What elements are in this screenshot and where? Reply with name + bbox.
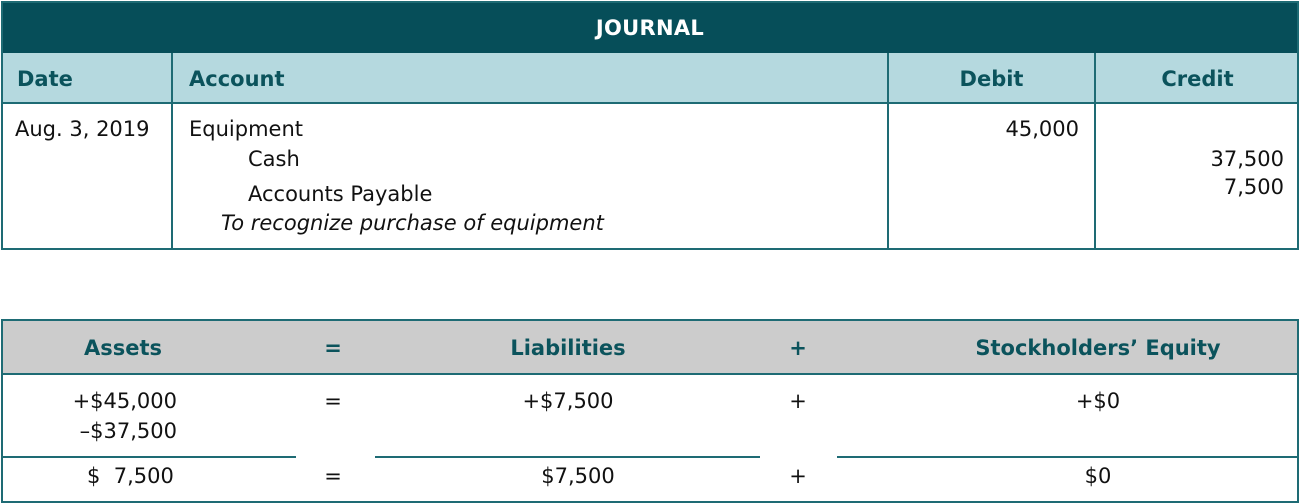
plus-sign: + <box>789 464 807 488</box>
equation-header-row <box>3 321 1297 375</box>
header-equity: Stockholders’ Equity <box>975 336 1221 360</box>
assets-total: $ 7,500 <box>87 464 174 488</box>
assets-increase: +$45,000 <box>72 389 177 413</box>
liabilities-change: +$7,500 <box>522 389 614 413</box>
assets-total-rule <box>3 456 296 458</box>
plus-sign: + <box>789 389 807 413</box>
equity-total-rule <box>837 456 1297 458</box>
liabilities-total-rule <box>375 456 760 458</box>
equity-change: +$0 <box>1075 389 1121 413</box>
journal-header-row <box>3 53 1297 104</box>
accounting-equation-table: Assets = Liabilities + Stockholders’ Equ… <box>1 319 1299 503</box>
column-header-date: Date <box>17 66 73 91</box>
credit-amount: 37,500 <box>1210 147 1284 171</box>
equity-total: $0 <box>1084 464 1112 488</box>
entry-memo: To recognize purchase of equipment <box>221 211 604 235</box>
entry-date: Aug. 3, 2019 <box>15 117 150 141</box>
column-divider <box>171 53 173 248</box>
header-equals: = <box>324 336 342 360</box>
header-plus: + <box>789 336 807 360</box>
column-header-account: Account <box>189 66 285 91</box>
journal-title: JOURNAL <box>3 3 1297 53</box>
column-header-debit: Debit <box>959 66 1024 91</box>
account-debit-line: Equipment <box>189 117 303 141</box>
debit-amount: 45,000 <box>1005 117 1079 141</box>
column-header-credit: Credit <box>1161 66 1234 91</box>
assets-decrease: –$37,500 <box>79 419 177 443</box>
journal-table: JOURNAL Date Account Debit Credit Aug. 3… <box>1 1 1299 250</box>
liabilities-total: $7,500 <box>541 464 615 488</box>
column-divider <box>887 53 889 248</box>
credit-amount: 7,500 <box>1223 175 1284 199</box>
header-liabilities: Liabilities <box>510 336 626 360</box>
column-divider <box>1094 53 1096 248</box>
account-credit-line: Cash <box>248 147 300 171</box>
header-assets: Assets <box>83 336 163 360</box>
equals-sign: = <box>324 389 342 413</box>
equals-sign: = <box>324 464 342 488</box>
account-credit-line: Accounts Payable <box>248 182 433 206</box>
